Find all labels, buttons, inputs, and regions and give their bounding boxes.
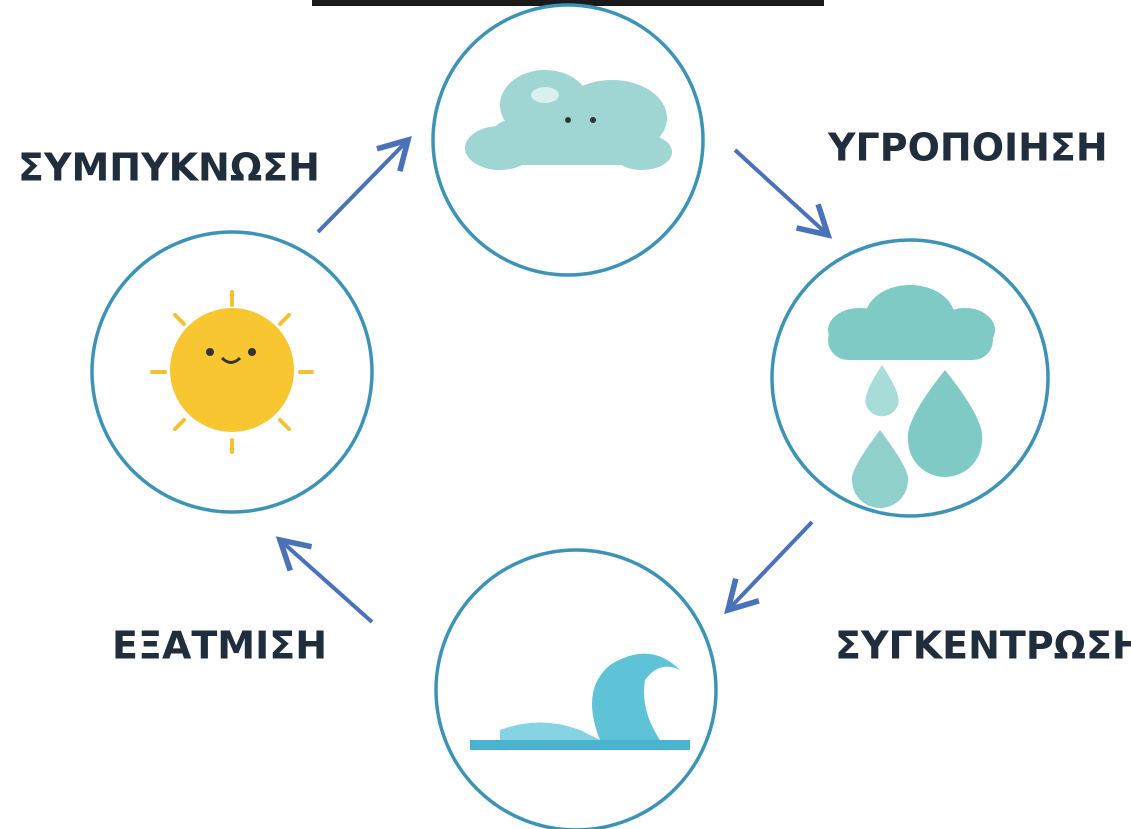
rain-icon bbox=[828, 285, 995, 508]
label: ΥΓΡΟΠΟΙΗΣΗ bbox=[827, 126, 1108, 170]
water-cycle-diagram: ΣΥΜΠΥΚΝΩΣΗ ΥΓΡΟΠΟΙΗΣΗ ΣΥΓΚΕΝΤΡΩΣΗ ΕΞΑΤΜΙ… bbox=[0, 0, 1131, 829]
cloud-icon bbox=[465, 70, 672, 170]
arrows bbox=[280, 140, 828, 622]
label: ΣΥΜΠΥΚΝΩΣΗ bbox=[18, 146, 320, 190]
label: ΕΞΑΤΜΙΣΗ bbox=[112, 624, 327, 668]
label: ΣΥΓΚΕΝΤΡΩΣΗ bbox=[835, 624, 1131, 668]
sun-icon bbox=[152, 292, 312, 452]
wave-icon bbox=[470, 654, 690, 750]
